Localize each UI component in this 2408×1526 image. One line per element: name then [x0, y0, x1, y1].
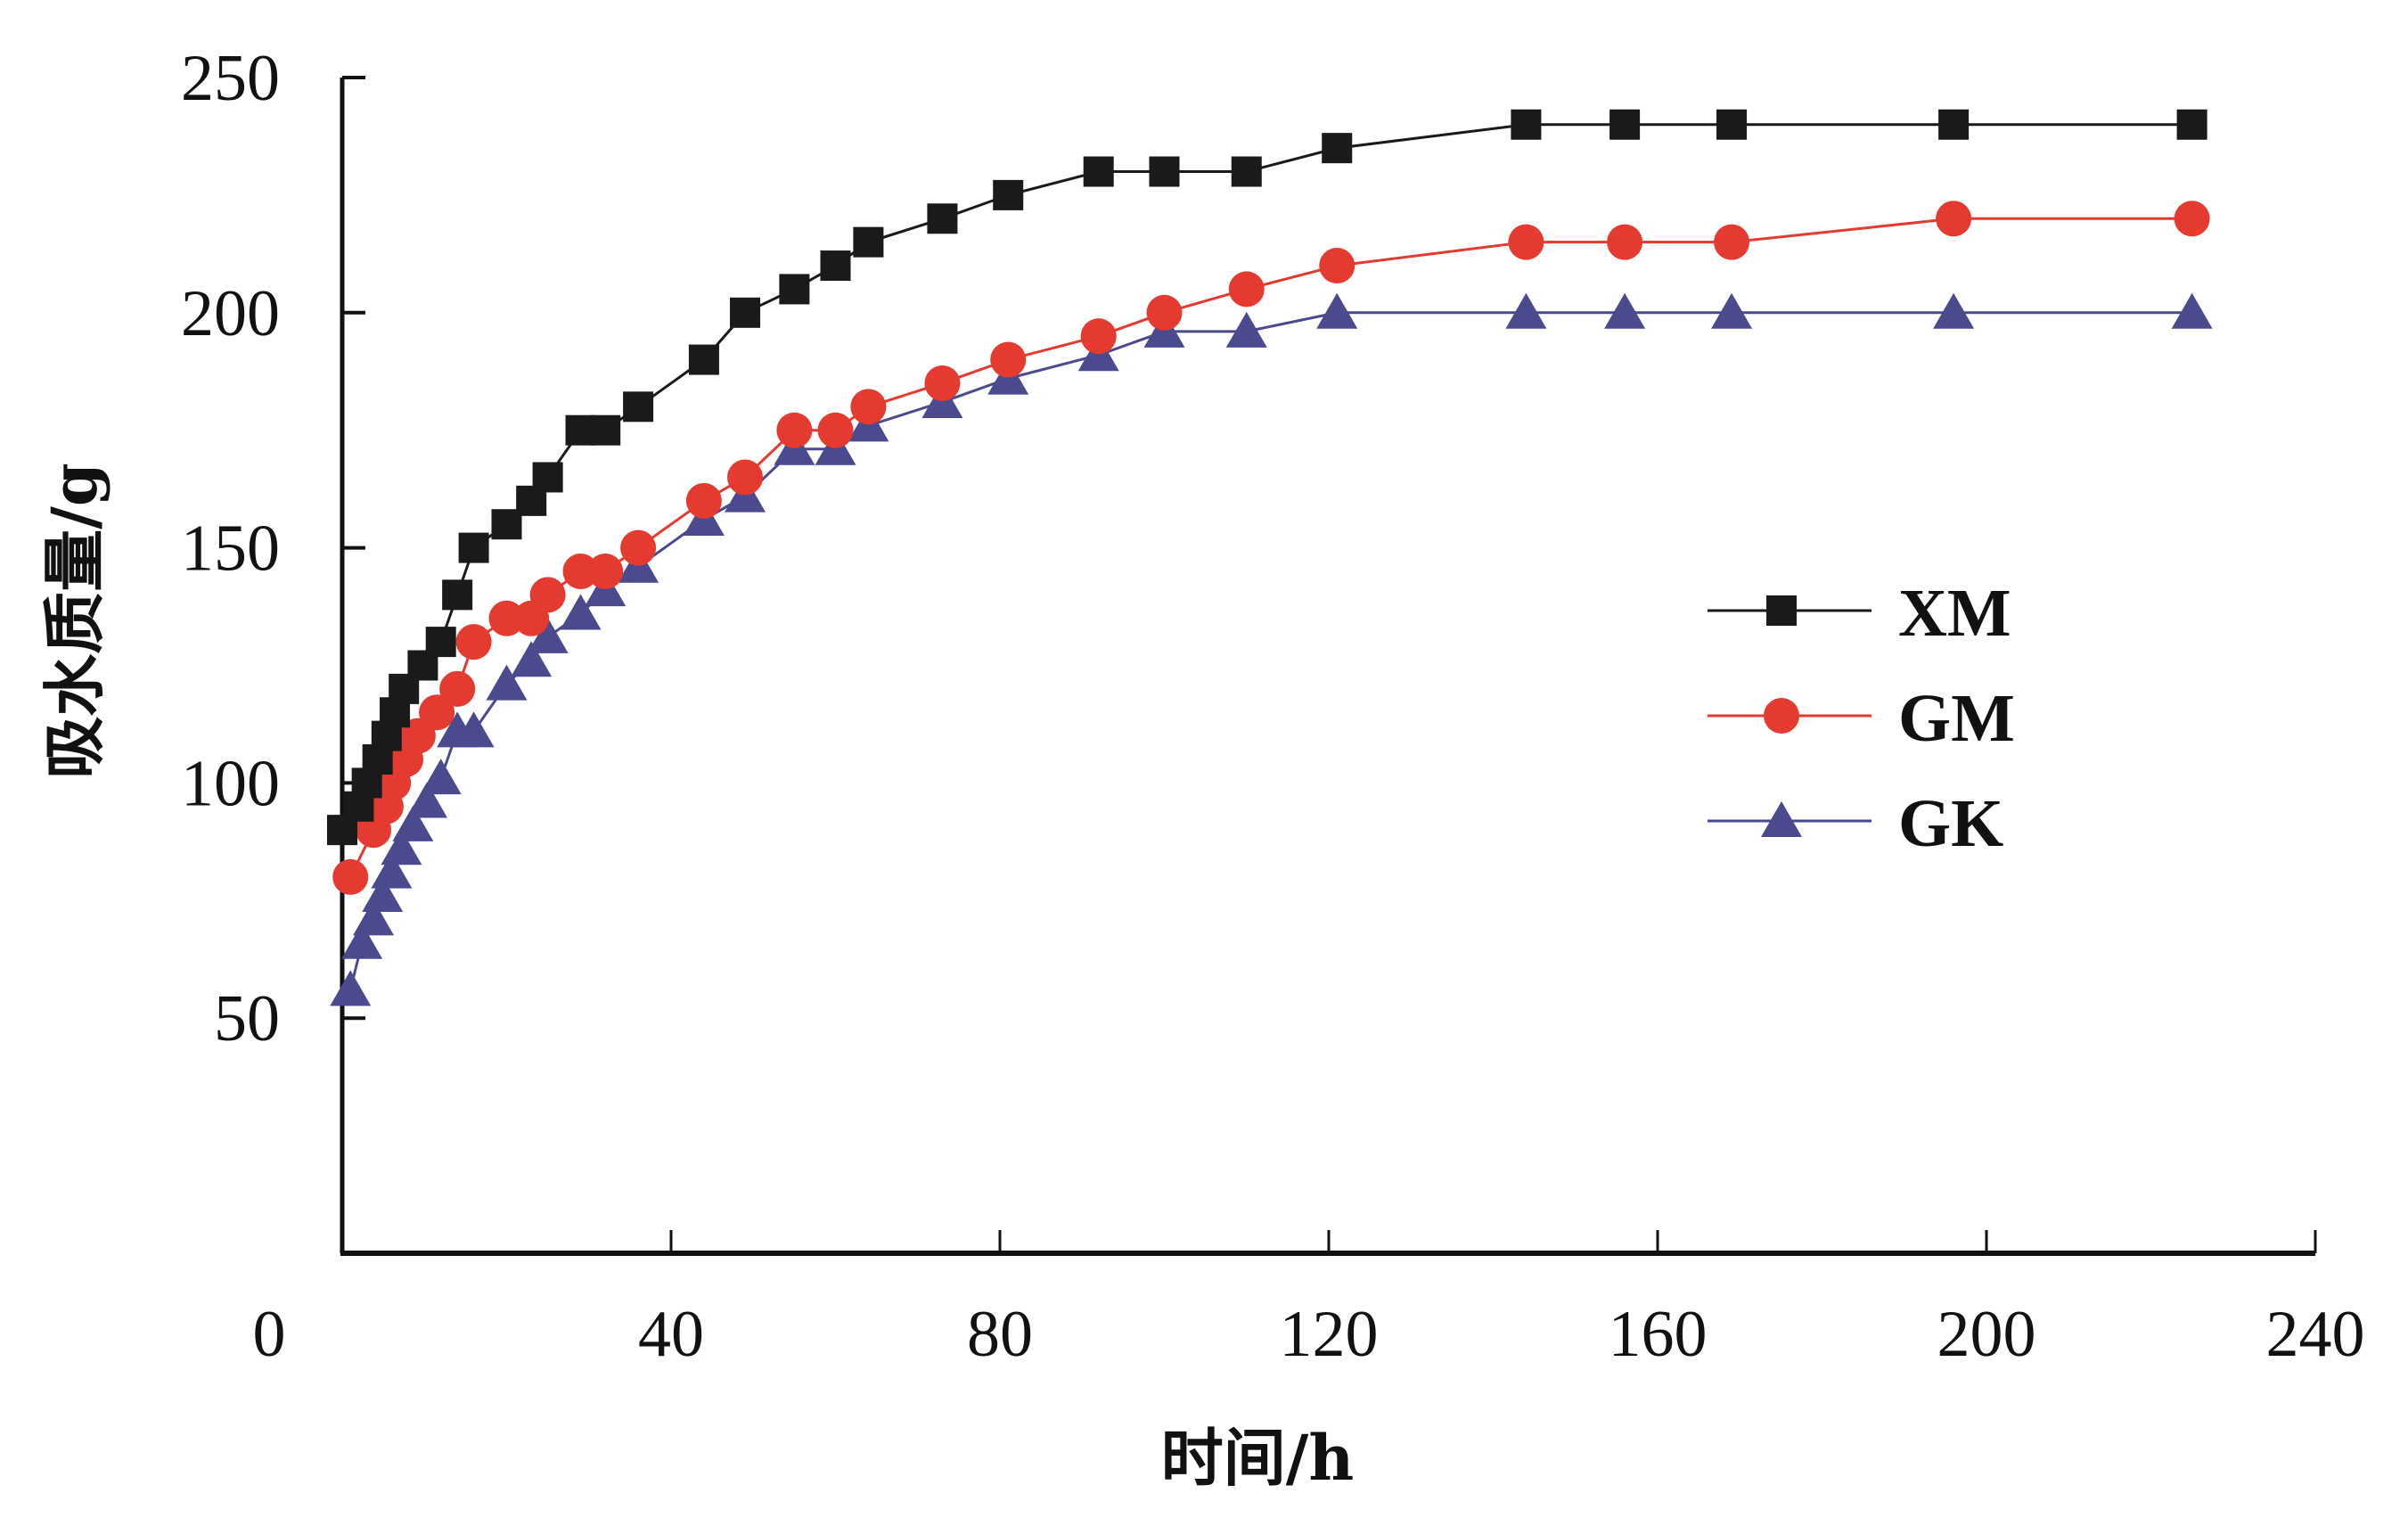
series-layer	[327, 109, 2213, 1006]
data-point-gm	[850, 389, 887, 425]
data-point-gm	[562, 553, 599, 589]
data-point-gm	[727, 459, 764, 496]
data-point-xm	[688, 344, 719, 375]
axes: 50 100 150 200 250 40 80 120 160 200 240	[181, 42, 2365, 1371]
series-gm	[332, 201, 2210, 895]
legend-item-xm: XM	[1708, 576, 2011, 651]
data-point-gm	[529, 577, 566, 613]
data-point-gk	[381, 829, 422, 866]
data-point-xm	[590, 414, 621, 446]
x-tick-label: 120	[1280, 1298, 1379, 1371]
x-tick-label: 200	[1937, 1298, 2036, 1371]
data-point-xm	[927, 203, 958, 234]
legend-marker-triangle	[1761, 801, 1802, 837]
data-point-gk	[1604, 292, 1646, 329]
x-tick-label: 240	[2266, 1298, 2365, 1371]
data-point-xm	[1716, 109, 1748, 140]
data-point-gm	[1714, 224, 1750, 260]
data-point-gk	[330, 970, 372, 1006]
data-point-gk	[2171, 292, 2213, 329]
legend-item-gm: GM	[1708, 681, 2015, 756]
data-point-xm	[1149, 156, 1180, 187]
data-point-gm	[817, 412, 854, 448]
data-point-gk	[1711, 292, 1753, 329]
data-point-xm	[532, 462, 563, 493]
x-tick-label: 80	[967, 1298, 1033, 1371]
data-point-gm	[587, 553, 624, 589]
data-point-xm	[853, 226, 884, 258]
data-point-xm	[820, 250, 851, 282]
legend-item-gk: GK	[1708, 786, 2003, 861]
data-point-gk	[1505, 292, 1547, 329]
data-point-gm	[1508, 224, 1544, 260]
data-point-xm	[730, 297, 761, 328]
data-point-xm	[1322, 133, 1353, 164]
origin-label: 0	[253, 1298, 286, 1371]
legend-marker-circle	[1764, 698, 1799, 734]
data-point-gm	[419, 694, 455, 731]
data-point-xm	[1083, 156, 1114, 187]
data-point-xm	[1231, 156, 1262, 187]
legend: XM GM GK	[1708, 576, 2015, 861]
legend-label: XM	[1898, 576, 2011, 651]
x-tick-label: 160	[1609, 1298, 1708, 1371]
data-point-gk	[362, 876, 404, 913]
y-tick-label: 100	[181, 747, 280, 820]
data-point-xm	[1609, 109, 1641, 140]
data-point-gm	[1936, 201, 1972, 237]
data-point-xm	[993, 179, 1024, 210]
data-point-gm	[990, 341, 1027, 378]
data-point-gk	[560, 594, 602, 630]
data-point-gm	[924, 365, 961, 401]
data-point-gm	[1319, 248, 1356, 284]
data-point-gk	[341, 923, 383, 959]
y-tick-label: 150	[181, 513, 280, 586]
legend-label: GM	[1898, 681, 2015, 756]
data-point-xm	[779, 274, 810, 305]
data-point-gm	[332, 858, 369, 895]
data-point-gk	[486, 664, 528, 701]
data-point-gm	[776, 412, 813, 448]
legend-marker-square	[1766, 595, 1797, 626]
y-tick-label: 50	[214, 982, 280, 1055]
x-tick-label: 40	[638, 1298, 704, 1371]
data-point-gm	[1607, 224, 1643, 260]
legend-label: GK	[1898, 786, 2003, 861]
data-point-xm	[1511, 109, 1542, 140]
data-point-gk	[392, 805, 434, 841]
data-point-gm	[2174, 201, 2210, 237]
data-point-gm	[1080, 318, 1117, 355]
data-point-gk	[527, 617, 569, 653]
data-point-xm	[442, 579, 473, 611]
data-point-gk	[1933, 292, 1975, 329]
data-point-xm	[425, 627, 456, 658]
data-point-xm	[1938, 109, 1970, 140]
data-point-gm	[620, 529, 657, 566]
data-point-gk	[420, 759, 462, 795]
data-point-gm	[1228, 271, 1265, 308]
data-point-gk	[1225, 311, 1267, 348]
x-axis-title: 时间/h	[1161, 1421, 1354, 1495]
data-point-gk	[371, 852, 413, 889]
data-point-gm	[455, 624, 492, 660]
data-point-gk	[353, 899, 395, 936]
y-tick-label: 250	[181, 42, 280, 115]
data-point-gk	[453, 711, 495, 748]
data-point-gm	[488, 600, 525, 636]
data-point-gm	[439, 670, 476, 707]
y-tick-label: 200	[181, 277, 280, 350]
y-axis-title: 吸水质量/g	[37, 463, 111, 779]
data-point-xm	[458, 532, 489, 563]
data-point-gm	[1146, 294, 1183, 331]
data-point-gk	[1316, 292, 1358, 329]
series-gk	[330, 292, 2213, 1006]
data-point-gm	[685, 482, 722, 519]
series-xm	[327, 109, 2207, 846]
data-point-xm	[623, 391, 654, 423]
data-point-gk	[511, 641, 553, 677]
data-point-xm	[2176, 109, 2207, 140]
data-point-gk	[406, 782, 448, 818]
